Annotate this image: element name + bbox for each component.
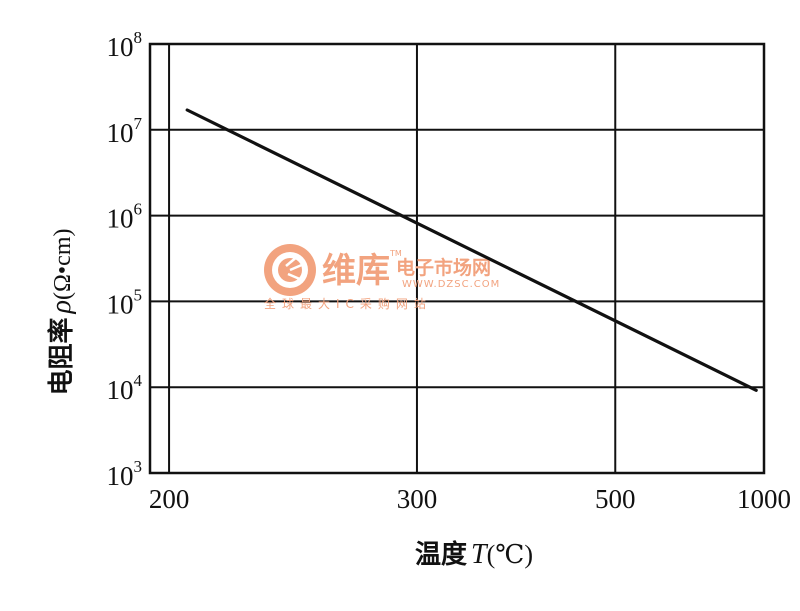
x-axis-label: 温度 T(℃): [415, 539, 533, 570]
plot-frame: [148, 42, 766, 475]
x-tick-label: 300: [397, 484, 438, 514]
y-tick-exponent: 6: [134, 200, 143, 219]
y-tick-label: 103: [107, 457, 143, 491]
y-tick-label: 108: [107, 28, 143, 62]
y-axis-label-text: 电阻率: [46, 317, 77, 395]
y-tick-exponent: 8: [134, 28, 143, 47]
watermark-brand: 维库: [322, 251, 390, 291]
y-tick-base: 10: [107, 118, 134, 148]
y-axis-label-var: ρ: [46, 300, 77, 314]
watermark-subtitle: 全球最大IC采购网站: [264, 296, 432, 311]
y-tick-base: 10: [107, 32, 134, 62]
y-axis-label-unit: (Ω•cm): [50, 228, 76, 300]
watermark-logo-icon: [264, 244, 316, 296]
watermark-url: WWW.DZSC.COM: [402, 279, 500, 290]
y-tick-base: 10: [107, 289, 134, 319]
y-tick-label: 106: [107, 200, 143, 234]
y-tick-base: 10: [107, 461, 134, 491]
x-axis-label-text: 温度: [415, 539, 467, 570]
series-layer: [185, 108, 758, 392]
y-axis-label: 电阻率 ρ(Ω•cm): [46, 228, 77, 395]
x-tick-label: 1000: [737, 484, 791, 514]
watermark-trademark: TM: [389, 249, 402, 258]
series-line: [185, 108, 758, 392]
watermark-tagline: 电子市场网: [396, 256, 491, 279]
y-tick-base: 10: [107, 204, 134, 234]
x-tick-label: 200: [149, 484, 190, 514]
x-axis-label-var: T: [471, 539, 489, 570]
watermark: 维库 TM 电子市场网 WWW.DZSC.COM 全球最大IC采购网站: [264, 244, 500, 311]
y-tick-exponent: 3: [134, 457, 143, 476]
y-tick-exponent: 4: [134, 371, 143, 390]
y-tick-label: 105: [107, 285, 143, 319]
x-axis-label-unit: (℃): [487, 540, 533, 569]
y-tick-exponent: 7: [134, 114, 143, 133]
y-tick-exponent: 5: [134, 285, 143, 304]
y-tick-label: 107: [107, 114, 143, 148]
x-tick-label: 500: [595, 484, 636, 514]
x-axis-ticks: 200 300 500 1000: [149, 484, 791, 514]
y-tick-label: 104: [107, 371, 143, 405]
y-tick-base: 10: [107, 375, 134, 405]
